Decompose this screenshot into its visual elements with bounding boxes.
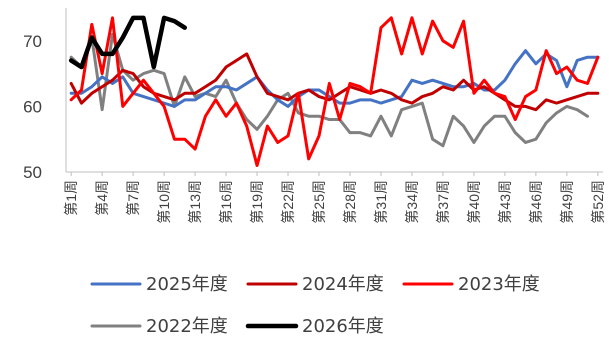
x-tick-label: 第49周 xyxy=(559,180,575,224)
x-tick-label: 第22周 xyxy=(280,180,296,224)
x-axis-ticks: 第1周 第4周 第7周 第10周 第13周 第16周 第19周 第22周 第25周 第28周 第31… xyxy=(63,172,606,224)
axes xyxy=(65,8,603,173)
x-tick-label: 第52周 xyxy=(590,180,606,224)
x-tick-label: 第28周 xyxy=(342,180,358,224)
y-tick-label: 60 xyxy=(23,97,42,116)
x-tick-label: 第34周 xyxy=(404,180,420,224)
x-tick-label: 第43周 xyxy=(497,180,513,224)
x-tick-label: 第46周 xyxy=(528,180,544,224)
x-tick-label: 第13周 xyxy=(187,180,203,224)
x-tick-label: 第31周 xyxy=(373,180,389,224)
legend-label: 2022年度 xyxy=(146,316,228,337)
x-tick-label: 第37周 xyxy=(435,180,451,224)
x-tick-label: 第19周 xyxy=(249,180,265,224)
x-tick-label: 第7周 xyxy=(125,180,141,216)
y-axis-ticks: 50 60 70 xyxy=(23,32,42,182)
series-line-2022年度 xyxy=(69,32,590,148)
legend-label: 2025年度 xyxy=(146,274,228,295)
y-tick-label: 50 xyxy=(23,163,42,182)
x-tick-label: 第10周 xyxy=(156,180,172,224)
x-tick-label: 第1周 xyxy=(63,180,79,216)
legend-label: 2023年度 xyxy=(458,274,540,295)
x-tick-label: 第16周 xyxy=(218,180,234,224)
x-tick-label: 第4周 xyxy=(94,180,110,216)
series-line-2026年度 xyxy=(68,15,188,70)
series-lines xyxy=(68,15,600,167)
legend-label: 2024年度 xyxy=(302,274,384,295)
y-tick-label: 70 xyxy=(23,32,42,51)
x-tick-label: 第40周 xyxy=(466,180,482,224)
series-line-2023年度 xyxy=(69,16,600,167)
x-tick-label: 第25周 xyxy=(311,180,327,224)
legend: 2025年度 2024年度 2023年度 2022年度 2026年度 xyxy=(90,274,540,337)
legend-label: 2026年度 xyxy=(302,316,384,337)
